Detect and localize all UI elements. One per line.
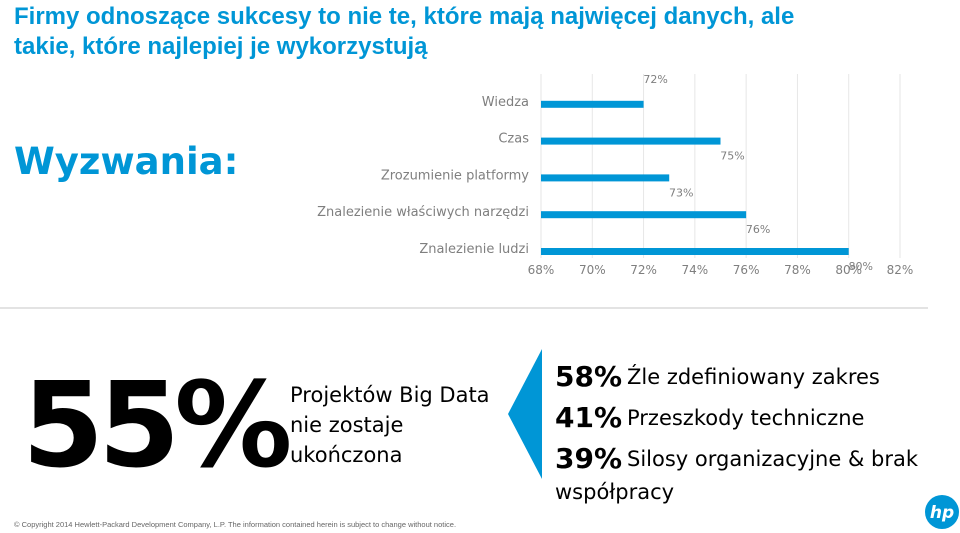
bar xyxy=(541,248,849,255)
reason-text: Silosy organizacyjne & brak xyxy=(627,446,918,471)
bar xyxy=(541,211,747,219)
page-title: Firmy odnoszące sukcesy to nie te, które… xyxy=(14,2,914,62)
chart-labels: 68% 70% 72% 74% 76% 78% 80% 82% Wiedza 72% Czas 75%… xyxy=(317,73,913,277)
reason-item: 58% Źle zdefiniowany zakres xyxy=(555,356,955,397)
bar xyxy=(541,174,670,182)
tick-label: 70% xyxy=(579,263,606,277)
value-label: 80% xyxy=(848,260,872,273)
big-stat-desc-line-1: Projektów Big Data xyxy=(290,383,490,407)
hp-logo-text: hp xyxy=(930,503,954,523)
section-divider xyxy=(0,307,928,309)
bar xyxy=(541,137,721,145)
reason-pct: 41% xyxy=(555,401,623,434)
copyright-notice: © Copyright 2014 Hewlett-Packard Develop… xyxy=(14,520,457,529)
reason-pct: 58% xyxy=(555,360,623,393)
reason-text: Źle zdefiniowany zakres xyxy=(627,364,880,389)
tick-label: 76% xyxy=(733,263,760,277)
value-label: 75% xyxy=(720,150,744,163)
big-stat-value: 55% xyxy=(22,356,292,494)
left-arrow-icon xyxy=(508,349,542,479)
tick-label: 74% xyxy=(682,263,709,277)
reason-continuation: współpracy xyxy=(555,480,675,504)
challenges-heading: Wyzwania: xyxy=(14,140,239,183)
value-label: 72% xyxy=(643,73,667,86)
reason-item: 39% Silosy organizacyjne & brak xyxy=(555,438,955,479)
challenges-bar-chart: 68% 70% 72% 74% 76% 78% 80% 82% Wiedza 72% Czas 75%… xyxy=(317,73,913,277)
value-label: 73% xyxy=(669,186,693,199)
title-line-1: Firmy odnoszące sukcesy to nie te, które… xyxy=(14,3,795,30)
category-label: Wiedza xyxy=(482,95,529,110)
big-stat-desc-line-2: nie zostaje xyxy=(290,413,404,437)
tick-label: 72% xyxy=(630,263,657,277)
category-label: Czas xyxy=(498,132,529,147)
hp-logo-icon: hp xyxy=(925,495,959,529)
title-line-2: takie, które najlepiej je wykorzystują xyxy=(14,33,428,60)
big-stat-description: Projektów Big Data nie zostaje ukończona xyxy=(290,380,490,470)
tick-label: 68% xyxy=(528,263,555,277)
value-label: 76% xyxy=(746,223,770,236)
tick-label: 80% xyxy=(835,263,862,277)
reason-text: Przeszkody techniczne xyxy=(627,405,865,430)
chart-bars xyxy=(541,100,849,255)
reason-item: 41% Przeszkody techniczne xyxy=(555,397,955,438)
tick-label: 78% xyxy=(784,263,811,277)
category-label: Znalezienie właściwych narzędzi xyxy=(317,205,529,220)
category-label: Znalezienie ludzi xyxy=(419,242,529,257)
tick-label: 82% xyxy=(887,263,914,277)
category-label: Zrozumienie platformy xyxy=(381,168,529,183)
reasons-list: 58% Źle zdefiniowany zakres 41% Przeszko… xyxy=(555,356,955,479)
reason-pct: 39% xyxy=(555,442,623,475)
bar xyxy=(541,100,644,108)
big-stat-desc-line-3: ukończona xyxy=(290,443,403,467)
